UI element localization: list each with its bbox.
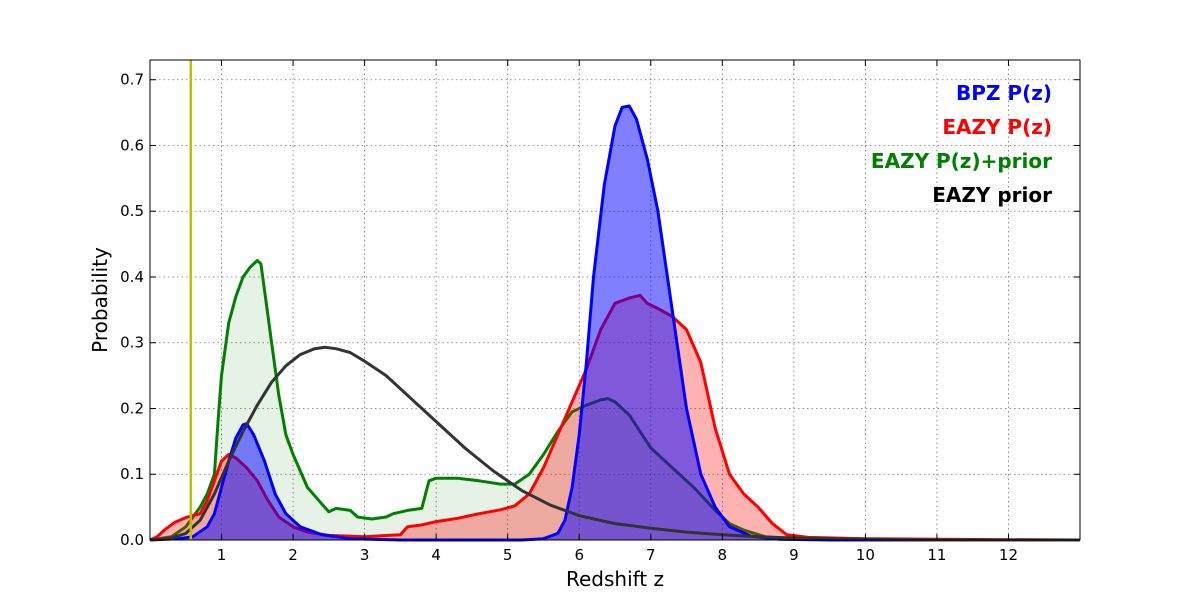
x-axis-label: Redshift z <box>566 567 664 591</box>
series-line-bpz-p-z <box>149 104 1080 542</box>
y-tick-label: 0.6 <box>120 136 144 154</box>
plot-frame <box>149 59 1081 541</box>
x-tick-label: 3 <box>360 546 370 564</box>
y-tick-label: 0.3 <box>120 334 144 352</box>
x-axis: 1 2 3 4 5 6 7 8 9 10 11 12 <box>217 60 1018 564</box>
y-axis-label: Probability <box>88 247 112 353</box>
x-tick-label: 2 <box>288 546 298 564</box>
y-tick-label: 0.5 <box>120 202 144 220</box>
y-tick-label: 0.1 <box>120 465 144 483</box>
legend-entry: EAZY P(z)+prior <box>871 149 1052 173</box>
x-tick-label: 12 <box>999 546 1018 564</box>
x-tick-label: 11 <box>927 546 946 564</box>
x-tick-label: 5 <box>503 546 513 564</box>
x-tick-label: 9 <box>789 546 799 564</box>
legend-entry: BPZ P(z) <box>956 81 1052 105</box>
x-tick-label: 8 <box>718 546 728 564</box>
y-axis: 0.0 0.1 0.2 0.3 0.4 0.5 0.6 0.7 <box>120 71 1080 549</box>
x-tick-label: 7 <box>646 546 656 564</box>
y-tick-label: 0.0 <box>120 531 144 549</box>
legend-entry: EAZY P(z) <box>942 115 1052 139</box>
x-tick-label: 10 <box>856 546 875 564</box>
series-line-eazy-p-z <box>149 293 1081 542</box>
y-tick-label: 0.7 <box>120 71 144 89</box>
series-area-bpz-p-z <box>150 106 1080 540</box>
series-layer <box>149 104 1081 542</box>
legend-entry: EAZY prior <box>932 183 1052 207</box>
y-tick-label: 0.2 <box>120 399 144 417</box>
x-tick-label: 1 <box>217 546 227 564</box>
y-tick-label: 0.4 <box>120 268 144 286</box>
series-line-eazy-prior <box>149 345 1080 542</box>
x-tick-label: 6 <box>574 546 584 564</box>
x-tick-label: 4 <box>431 546 441 564</box>
legend: BPZ P(z) EAZY P(z) EAZY P(z)+prior EAZY pri… <box>871 81 1052 207</box>
